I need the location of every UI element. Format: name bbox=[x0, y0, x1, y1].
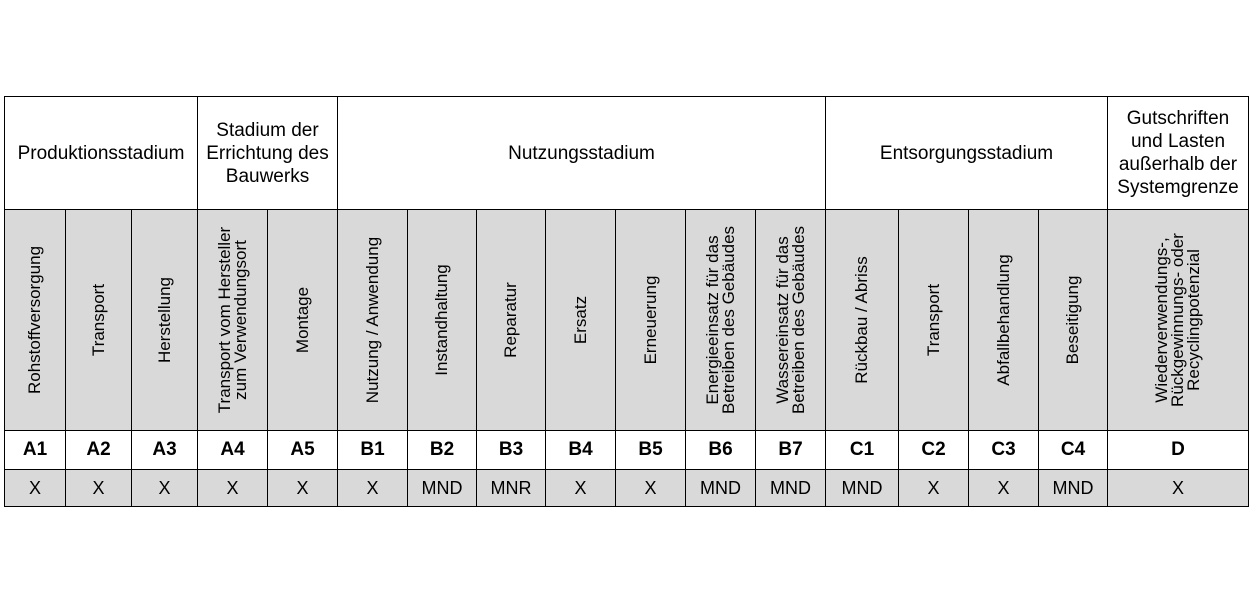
module-value-cell: MND bbox=[1038, 469, 1108, 507]
module-code-cell: B6 bbox=[685, 430, 756, 470]
module-code-cell: B3 bbox=[476, 430, 546, 470]
stage-header-production: Produktionsstadium bbox=[4, 96, 198, 210]
module-name-cell: Reparatur bbox=[476, 209, 546, 431]
module-value-cell: MND bbox=[407, 469, 477, 507]
module-name-cell: Nutzung / Anwendung bbox=[337, 209, 408, 431]
stage-header-end-of-life: Entsorgungsstadium bbox=[825, 96, 1108, 210]
lca-module-table: Produktionsstadium Stadium der Errichtun… bbox=[4, 96, 1249, 507]
module-value-cell: X bbox=[615, 469, 686, 507]
module-code-cell: A4 bbox=[197, 430, 268, 470]
module-name-cell: Transport bbox=[65, 209, 132, 431]
module-code-row: A1 A2 A3 A4 A5 B1 B2 B3 B4 B5 B6 B7 C1 C… bbox=[4, 430, 1249, 470]
module-value-cell: X bbox=[131, 469, 198, 507]
module-name-cell: Herstellung bbox=[131, 209, 198, 431]
module-value-cell: X bbox=[1107, 469, 1249, 507]
stage-header-row: Produktionsstadium Stadium der Errichtun… bbox=[4, 96, 1249, 210]
module-name-cell: Instandhaltung bbox=[407, 209, 477, 431]
module-name-cell: Transport vom Hersteller zum Verwendungs… bbox=[197, 209, 268, 431]
module-name-cell: Montage bbox=[267, 209, 338, 431]
module-code-cell: C4 bbox=[1038, 430, 1108, 470]
stage-header-beyond-system: Gutschriften und Lasten außerhalb der Sy… bbox=[1107, 96, 1249, 210]
module-name-cell: Wassereinsatz für das Betreiben des Gebä… bbox=[755, 209, 826, 431]
module-name-cell: Rückbau / Abriss bbox=[825, 209, 899, 431]
module-value-cell: X bbox=[968, 469, 1039, 507]
module-code-cell: A2 bbox=[65, 430, 132, 470]
module-code-cell: C1 bbox=[825, 430, 899, 470]
module-name-cell: Abfallbehandlung bbox=[968, 209, 1039, 431]
module-value-cell: MND bbox=[685, 469, 756, 507]
module-name-cell: Wiederverwendungs-, Rückgewinnungs- oder… bbox=[1107, 209, 1249, 431]
module-code-cell: B5 bbox=[615, 430, 686, 470]
module-code-cell: B2 bbox=[407, 430, 477, 470]
module-value-cell: X bbox=[898, 469, 969, 507]
module-value-cell: MND bbox=[825, 469, 899, 507]
module-code-cell: D bbox=[1107, 430, 1249, 470]
module-value-cell: X bbox=[65, 469, 132, 507]
module-code-cell: A5 bbox=[267, 430, 338, 470]
module-code-cell: B7 bbox=[755, 430, 826, 470]
module-name-cell: Rohstoffversorgung bbox=[4, 209, 66, 431]
stage-header-use: Nutzungsstadium bbox=[337, 96, 826, 210]
module-value-cell: MND bbox=[755, 469, 826, 507]
module-value-row: X X X X X X MND MNR X X MND MND MND X X … bbox=[4, 469, 1249, 507]
stage-header-construction: Stadium der Errichtung des Bauwerks bbox=[197, 96, 338, 210]
module-name-row: Rohstoffversorgung Transport Herstellung… bbox=[4, 209, 1249, 431]
module-code-cell: C2 bbox=[898, 430, 969, 470]
module-code-cell: C3 bbox=[968, 430, 1039, 470]
module-code-cell: B4 bbox=[545, 430, 616, 470]
module-code-cell: B1 bbox=[337, 430, 408, 470]
module-code-cell: A1 bbox=[4, 430, 66, 470]
module-value-cell: X bbox=[267, 469, 338, 507]
module-value-cell: X bbox=[197, 469, 268, 507]
module-name-cell: Ersatz bbox=[545, 209, 616, 431]
module-name-cell: Beseitigung bbox=[1038, 209, 1108, 431]
module-value-cell: X bbox=[337, 469, 408, 507]
module-value-cell: X bbox=[4, 469, 66, 507]
lca-module-table-container: Produktionsstadium Stadium der Errichtun… bbox=[4, 96, 1249, 507]
module-value-cell: X bbox=[545, 469, 616, 507]
module-name-cell: Transport bbox=[898, 209, 969, 431]
module-name-cell: Energieeinsatz für das Betreiben des Geb… bbox=[685, 209, 756, 431]
module-name-cell: Erneuerung bbox=[615, 209, 686, 431]
module-value-cell: MNR bbox=[476, 469, 546, 507]
module-code-cell: A3 bbox=[131, 430, 198, 470]
